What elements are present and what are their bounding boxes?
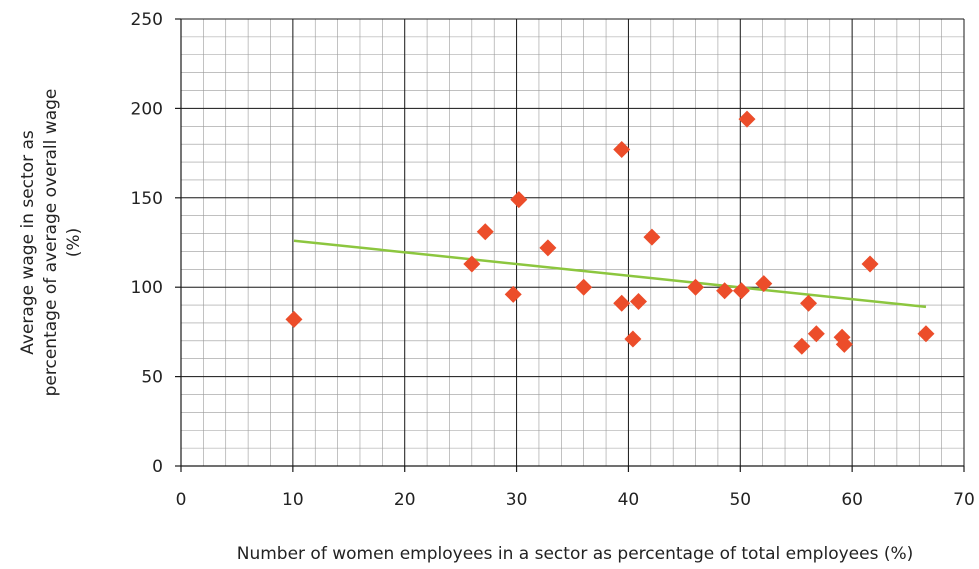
data-point: [807, 325, 825, 343]
x-tick-label: 10: [282, 490, 304, 510]
data-point: [285, 310, 303, 328]
data-point: [476, 223, 494, 241]
data-point: [687, 278, 705, 296]
data-point: [643, 228, 661, 246]
data-point: [917, 325, 935, 343]
x-tick-label: 50: [729, 490, 751, 510]
data-point: [575, 278, 593, 296]
axes: [175, 18, 965, 472]
data-point: [861, 255, 879, 273]
minor-grid: [180, 18, 965, 467]
trendline: [293, 239, 927, 309]
data-point: [793, 337, 811, 355]
data-point: [755, 275, 773, 293]
x-tick-label: 0: [176, 490, 187, 510]
x-tick-label: 70: [953, 490, 975, 510]
data-points: [285, 110, 935, 355]
x-tick-label: 20: [394, 490, 416, 510]
y-tick-label: 0: [152, 457, 163, 477]
data-point: [732, 282, 750, 300]
data-point: [510, 191, 528, 209]
trendline-layer: [293, 239, 927, 309]
y-axis-title-line-3: (%): [64, 228, 84, 257]
x-tick-labels: 0 10 20 30 40 50 60 70: [176, 490, 975, 510]
y-tick-labels: 0 50 100 150 200 250: [131, 10, 163, 477]
data-point: [738, 110, 756, 128]
data-point: [463, 255, 481, 273]
y-axis-title-line-1: Average wage in sector as: [18, 130, 38, 355]
data-point: [629, 293, 647, 311]
y-axis-title-line-2: percentage of average overall wage: [41, 89, 61, 397]
data-point: [613, 141, 631, 159]
x-tick-label: 30: [506, 490, 528, 510]
y-tick-label: 100: [131, 278, 163, 298]
x-axis-title: Number of women employees in a sector as…: [237, 544, 914, 564]
y-tick-label: 200: [131, 99, 163, 119]
data-point: [613, 294, 631, 312]
data-point: [716, 282, 734, 300]
y-tick-label: 50: [141, 368, 163, 388]
major-grid: [180, 18, 965, 467]
x-tick-label: 60: [841, 490, 863, 510]
y-tick-label: 250: [131, 10, 163, 30]
data-point: [835, 335, 853, 353]
x-tick-label: 40: [618, 490, 640, 510]
data-point: [539, 239, 557, 257]
data-point: [624, 330, 642, 348]
data-point: [504, 285, 522, 303]
y-tick-label: 150: [131, 189, 163, 209]
data-point: [800, 294, 818, 312]
